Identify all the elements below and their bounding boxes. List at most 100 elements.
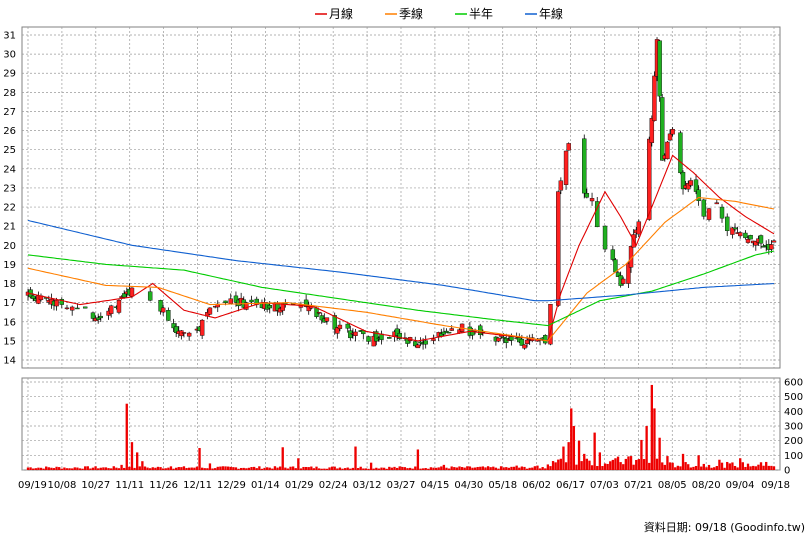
volume-bar: [268, 467, 271, 470]
volume-bar: [39, 467, 43, 470]
volume-bar: [736, 467, 739, 470]
volume-bar: [632, 464, 635, 470]
volume-bar: [245, 468, 248, 470]
volume-bars: [26, 384, 776, 470]
volume-bar: [492, 466, 495, 470]
volume-bar: [603, 463, 607, 470]
candle-body: [316, 311, 322, 314]
candle-body: [324, 317, 330, 322]
date-tick-label: 07/03: [590, 480, 619, 491]
candle-body: [54, 299, 59, 307]
volume-bar: [762, 465, 765, 470]
volume-bar: [562, 446, 565, 470]
volume-bar: [354, 446, 357, 470]
volume-bar: [164, 468, 167, 470]
candle-body: [59, 299, 64, 305]
date-tick-label: 02/24: [319, 480, 348, 491]
volume-bar: [104, 467, 108, 470]
price-tick-label: 22: [3, 203, 16, 214]
candle-body: [116, 300, 122, 313]
candle-body: [706, 208, 712, 220]
volume-bar: [393, 466, 396, 470]
price-tick-label: 18: [3, 279, 16, 290]
candle-body: [738, 232, 743, 237]
volume-bar: [71, 468, 74, 470]
candle-body: [665, 141, 670, 160]
candle-body: [657, 40, 662, 97]
volume-bar: [89, 468, 92, 470]
volume-bar: [421, 468, 425, 470]
candle-body: [615, 272, 621, 277]
volume-bar: [198, 448, 201, 470]
volume-bar: [515, 465, 518, 470]
volume-bar: [637, 459, 641, 470]
date-tick-label: 01/14: [251, 480, 280, 491]
volume-bar: [169, 466, 173, 470]
volume-bar: [642, 459, 646, 470]
volume-bar: [518, 467, 521, 470]
volume-bar: [151, 467, 154, 470]
volume-bar: [128, 466, 131, 470]
volume-bar: [663, 464, 666, 470]
volume-bar: [26, 467, 30, 470]
volume-bar: [512, 466, 516, 470]
date-tick-label: 05/18: [488, 480, 517, 491]
volume-bar: [375, 467, 378, 470]
candle-body: [725, 216, 730, 231]
volume-bar: [336, 468, 339, 470]
candle-body: [90, 312, 96, 319]
candle-body: [158, 300, 163, 312]
candle-body: [423, 340, 428, 345]
volume-bar: [499, 466, 503, 470]
volume-bar: [754, 466, 757, 470]
candle-body: [563, 150, 569, 185]
volume-tick-label: 200: [784, 436, 803, 447]
candle-body: [647, 138, 652, 220]
price-tick-label: 14: [3, 356, 16, 367]
volume-bar: [549, 466, 552, 470]
volume-bar: [284, 467, 287, 470]
grid-lines: [22, 27, 780, 471]
volume-bar: [531, 467, 534, 470]
candle-body: [405, 338, 410, 344]
volume-bar: [195, 466, 199, 470]
candle-body: [267, 305, 272, 309]
candle-body: [449, 328, 454, 331]
volume-bar: [390, 467, 394, 470]
price-tick-label: 31: [3, 31, 16, 42]
volume-bar: [590, 465, 594, 470]
volume-bar: [468, 466, 472, 470]
candle-body: [199, 319, 205, 336]
volume-bar: [317, 468, 321, 470]
volume-bar: [505, 467, 508, 470]
volume-bar: [180, 467, 183, 470]
volume-bar: [159, 467, 162, 470]
volume-bar: [739, 458, 742, 470]
volume-bar: [609, 461, 612, 470]
volume-bar: [713, 467, 716, 470]
volume-bar: [650, 384, 653, 470]
volume-bar: [60, 468, 63, 470]
candle-body: [582, 138, 587, 194]
candle-body: [636, 221, 642, 235]
volume-bar: [58, 467, 61, 470]
candle-body: [233, 295, 239, 303]
volume-bar: [702, 463, 705, 470]
volume-bar: [174, 467, 178, 470]
volume-bar: [525, 468, 529, 470]
volume-bar: [674, 467, 677, 470]
volume-bar: [281, 447, 284, 470]
volume-bar: [328, 467, 331, 470]
volume-bar: [94, 466, 97, 470]
volume-bar: [471, 467, 474, 470]
volume-bar: [263, 467, 266, 470]
volume-bar: [343, 468, 347, 470]
volume-bar: [149, 468, 152, 470]
candle-body: [108, 305, 114, 314]
legend-label-1: 季線: [399, 6, 423, 21]
volume-tick-label: 300: [784, 422, 803, 433]
volume-tick-label: 500: [784, 392, 803, 403]
volume-bar: [250, 467, 253, 470]
candle-body: [602, 225, 608, 250]
candle-body: [147, 291, 153, 301]
